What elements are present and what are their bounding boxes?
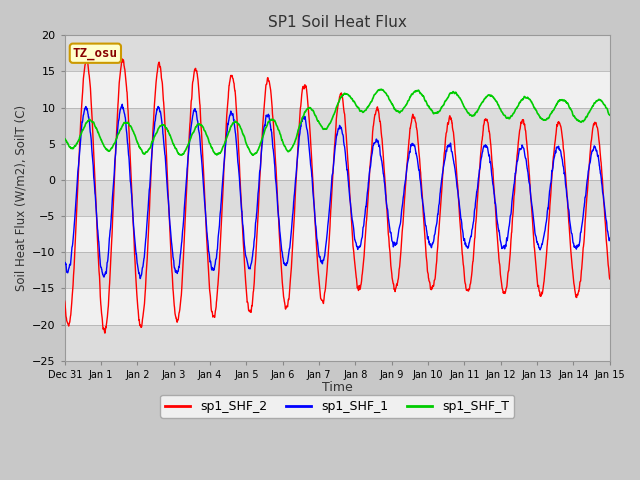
Bar — [65, 180, 610, 216]
Bar — [65, 144, 610, 180]
Bar — [65, 36, 610, 72]
Text: TZ_osu: TZ_osu — [73, 47, 118, 60]
Bar — [65, 72, 610, 108]
Bar — [65, 216, 610, 252]
Legend: sp1_SHF_2, sp1_SHF_1, sp1_SHF_T: sp1_SHF_2, sp1_SHF_1, sp1_SHF_T — [160, 395, 514, 418]
Bar — [65, 324, 610, 361]
Bar — [65, 108, 610, 144]
X-axis label: Time: Time — [322, 381, 353, 394]
Bar — [65, 288, 610, 324]
Y-axis label: Soil Heat Flux (W/m2), SoilT (C): Soil Heat Flux (W/m2), SoilT (C) — [15, 105, 28, 291]
Title: SP1 Soil Heat Flux: SP1 Soil Heat Flux — [268, 15, 406, 30]
Bar — [65, 252, 610, 288]
